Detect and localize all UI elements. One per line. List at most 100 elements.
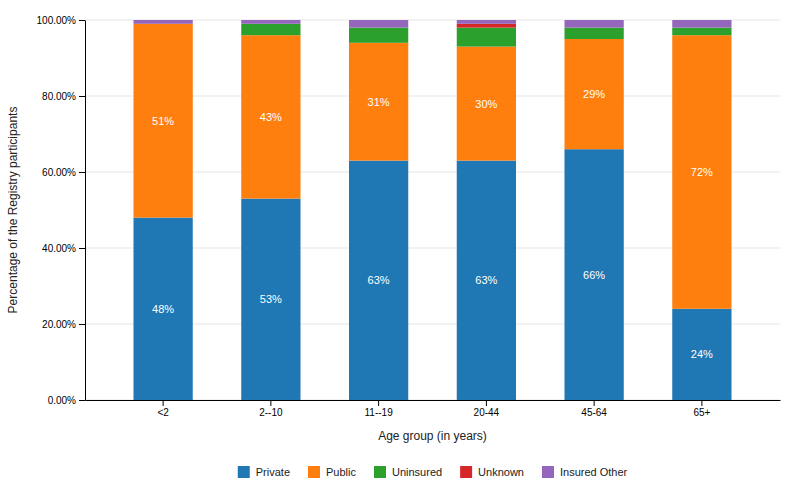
- tick-mark: [594, 400, 595, 406]
- tick: 60.00%: [42, 167, 85, 178]
- tick-label: 20.00%: [42, 319, 76, 330]
- bar-segment: [672, 20, 731, 28]
- legend: Private Public Uninsured Unknown Insured Oth…: [238, 466, 628, 478]
- data-label: 63%: [368, 274, 390, 286]
- bars: [133, 20, 731, 400]
- data-label: 29%: [583, 88, 605, 100]
- bar-segment: [241, 20, 300, 24]
- tick-mark: [79, 400, 85, 401]
- data-label: 72%: [691, 166, 713, 178]
- legend-swatch: [374, 466, 386, 478]
- bar-segment: [457, 20, 516, 24]
- bar-segment: [349, 43, 408, 161]
- tick-mark: [701, 400, 702, 406]
- legend-swatch: [308, 466, 320, 478]
- legend-item: Public: [308, 466, 356, 478]
- data-label: 53%: [260, 293, 282, 305]
- tick-label: 11--19: [365, 407, 394, 418]
- bar-segment: [672, 28, 731, 36]
- legend-label: Uninsured: [392, 466, 442, 478]
- legend-swatch: [238, 466, 250, 478]
- chart: 48% 53% 63% 63% 66% 24% 51% 43% 31% 30% 29% 72% 0.00…: [0, 0, 800, 500]
- axis-line: [85, 21, 86, 401]
- bar-segment: [457, 24, 516, 28]
- tick-mark: [163, 400, 164, 406]
- tick: 65+: [693, 400, 710, 418]
- tick-label: <2: [157, 407, 169, 418]
- tick-label: 45-64: [581, 407, 607, 418]
- bar-segment: [672, 35, 731, 309]
- tick-mark: [378, 400, 379, 406]
- bar-segment: [133, 20, 192, 24]
- bar-segment: [457, 161, 516, 400]
- data-label: 31%: [368, 96, 390, 108]
- bar-segment: [133, 24, 192, 218]
- tick-mark: [79, 96, 85, 97]
- legend-label: Private: [256, 466, 290, 478]
- tick-label: 80.00%: [42, 91, 76, 102]
- x-axis-title: Age group (in years): [378, 429, 487, 443]
- bar-segment: [241, 24, 300, 35]
- legend-label: Public: [326, 466, 356, 478]
- tick-label: 100.00%: [37, 15, 77, 26]
- x-axis: <2 2--10 11--19 20-44 45-64 65+: [86, 400, 781, 418]
- legend-label: Insured Other: [560, 466, 628, 478]
- series: [241, 24, 731, 47]
- data-label: 48%: [152, 303, 174, 315]
- data-label: 43%: [260, 111, 282, 123]
- series: [133, 24, 731, 309]
- bar-segment: [349, 161, 408, 400]
- legend-swatch: [460, 466, 472, 478]
- tick-mark: [270, 400, 271, 406]
- bar-segment: [349, 20, 408, 28]
- tick-label: 2--10: [259, 407, 283, 418]
- bar-segment: [457, 28, 516, 47]
- axis-line: [86, 400, 781, 401]
- tick-label: 0.00%: [48, 395, 76, 406]
- legend-item: Unknown: [460, 466, 524, 478]
- legend-label: Unknown: [478, 466, 524, 478]
- bar-segment: [564, 39, 623, 149]
- tick: 40.00%: [42, 243, 85, 254]
- bar-segment: [564, 149, 623, 400]
- tick-label: 60.00%: [42, 167, 76, 178]
- bar-segment: [133, 218, 192, 400]
- tick-label: 20-44: [474, 407, 500, 418]
- bar-segment: [564, 20, 623, 28]
- tick-mark: [486, 400, 487, 406]
- tick: 45-64: [581, 400, 607, 418]
- tick-mark: [79, 324, 85, 325]
- tick: 20.00%: [42, 319, 85, 330]
- bar-segment: [349, 28, 408, 43]
- tick-label: 40.00%: [42, 243, 76, 254]
- series: [133, 20, 731, 28]
- tick: 100.00%: [37, 15, 85, 26]
- series: [133, 149, 731, 400]
- data-labels: 48% 53% 63% 63% 66% 24% 51% 43% 31% 30% 29% 72%: [152, 88, 713, 360]
- tick-label: 65+: [693, 407, 710, 418]
- data-label: 66%: [583, 269, 605, 281]
- bar-segment: [672, 309, 731, 400]
- tick: 2--10: [259, 400, 283, 418]
- data-label: 51%: [152, 115, 174, 127]
- tick: <2: [157, 400, 169, 418]
- data-label: 63%: [475, 274, 497, 286]
- data-label: 30%: [475, 98, 497, 110]
- y-axis: 0.00% 20.00% 40.00% 60.00% 80.00% 100.00%: [37, 15, 86, 406]
- bar-segment: [564, 28, 623, 39]
- y-axis-title: Percentage of the Registry participants: [6, 107, 20, 314]
- grid: [85, 20, 780, 400]
- data-label: 24%: [691, 348, 713, 360]
- legend-swatch: [542, 466, 554, 478]
- tick: 0.00%: [48, 395, 85, 406]
- tick-mark: [79, 172, 85, 173]
- tick: 20-44: [474, 400, 500, 418]
- legend-item: Insured Other: [542, 466, 628, 478]
- bar-segment: [241, 35, 300, 198]
- series: [457, 24, 516, 28]
- tick-mark: [79, 20, 85, 21]
- tick-mark: [79, 248, 85, 249]
- legend-item: Uninsured: [374, 466, 442, 478]
- bar-segment: [457, 47, 516, 161]
- legend-item: Private: [238, 466, 290, 478]
